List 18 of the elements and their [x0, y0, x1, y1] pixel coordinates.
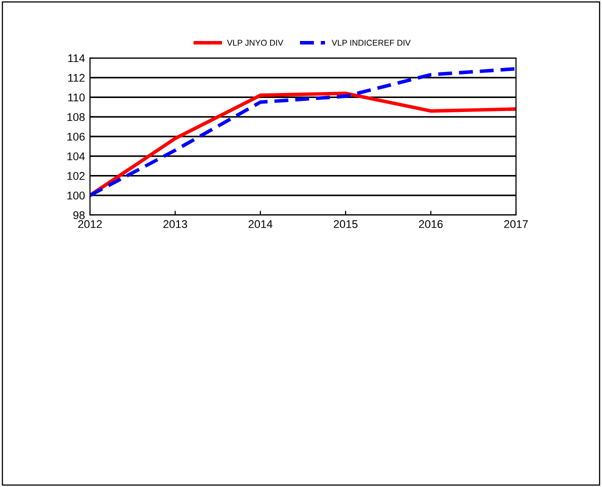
y-tick-label: 106: [67, 132, 85, 141]
line-series: [90, 67, 516, 198]
y-tick-label: 100: [67, 192, 85, 200]
y-tick-label: 104: [67, 152, 85, 160]
y-tick-label: 98: [73, 211, 85, 220]
y-tick-label: 110: [68, 94, 85, 102]
x-tick-label: 2014: [248, 220, 272, 228]
y-tick-label: 102: [67, 172, 85, 180]
x-tick-label: 2013: [163, 220, 188, 228]
x-tick-label: 2016: [419, 220, 443, 228]
legend-label: VLP JNYO DIV: [227, 40, 284, 46]
x-tick-label: 2017: [504, 220, 528, 228]
y-tick-label: 108: [67, 113, 85, 122]
x-tick-label: 2015: [334, 220, 358, 228]
legend-label: VLP INDICEREF DIV: [332, 40, 411, 46]
x-tick-label: 2012: [78, 220, 102, 228]
y-tick-label: 114: [68, 54, 85, 62]
y-tick-label: 112: [68, 74, 85, 82]
